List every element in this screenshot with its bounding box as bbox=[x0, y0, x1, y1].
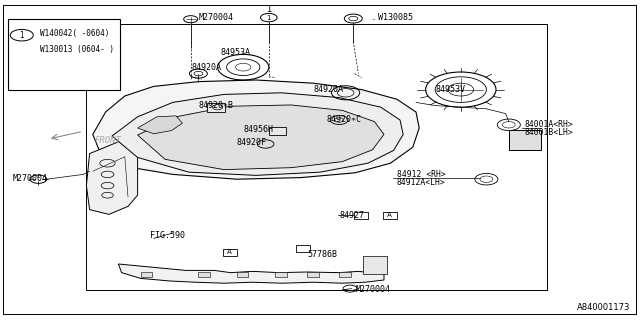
Bar bbox=[383, 212, 397, 219]
Text: A: A bbox=[227, 250, 232, 255]
Bar bbox=[307, 272, 319, 277]
Text: 84920∗C: 84920∗C bbox=[326, 115, 362, 124]
Bar bbox=[198, 272, 210, 277]
Text: 1: 1 bbox=[266, 15, 271, 20]
Polygon shape bbox=[118, 264, 384, 283]
Text: M270004: M270004 bbox=[198, 13, 234, 22]
Text: A840001173: A840001173 bbox=[577, 303, 630, 312]
Text: W140042( -0604): W140042( -0604) bbox=[40, 29, 109, 38]
Text: 84927: 84927 bbox=[339, 211, 364, 220]
Text: 84920A: 84920A bbox=[314, 85, 344, 94]
Text: 1: 1 bbox=[266, 5, 271, 14]
Text: A: A bbox=[387, 212, 392, 218]
Text: 84001A<RH>: 84001A<RH> bbox=[525, 120, 573, 129]
Bar bbox=[237, 272, 248, 277]
Bar bbox=[275, 272, 287, 277]
Bar bbox=[207, 103, 225, 112]
Text: 84001B<LH>: 84001B<LH> bbox=[525, 128, 573, 137]
Bar bbox=[86, 24, 547, 290]
Text: 1: 1 bbox=[19, 31, 24, 40]
Text: 84912 <RH>: 84912 <RH> bbox=[397, 170, 445, 179]
Text: 84912A<LH>: 84912A<LH> bbox=[397, 178, 445, 187]
Bar bbox=[296, 245, 310, 252]
Text: M270004: M270004 bbox=[13, 174, 48, 183]
Text: 84920F: 84920F bbox=[237, 138, 267, 147]
Bar bbox=[8, 19, 120, 90]
Bar bbox=[223, 249, 237, 256]
Text: W130085: W130085 bbox=[378, 13, 413, 22]
Bar bbox=[354, 212, 368, 219]
Text: 57786B: 57786B bbox=[307, 250, 337, 259]
Polygon shape bbox=[138, 116, 182, 134]
Bar bbox=[339, 272, 351, 277]
Text: M270004: M270004 bbox=[355, 285, 390, 294]
Bar bbox=[141, 272, 152, 277]
Bar bbox=[269, 127, 286, 135]
Text: FRONT: FRONT bbox=[95, 136, 122, 145]
Text: FIG.590: FIG.590 bbox=[150, 231, 186, 240]
Bar bbox=[509, 130, 541, 150]
Text: 84953A: 84953A bbox=[221, 48, 251, 57]
Text: 84956H: 84956H bbox=[243, 125, 273, 134]
Text: 84920∗B: 84920∗B bbox=[198, 101, 234, 110]
Polygon shape bbox=[112, 93, 403, 175]
Text: 84953V: 84953V bbox=[435, 85, 465, 94]
Bar bbox=[363, 256, 387, 274]
Polygon shape bbox=[86, 139, 138, 214]
Text: W130013 (0604- ): W130013 (0604- ) bbox=[40, 45, 114, 54]
Polygon shape bbox=[93, 80, 419, 179]
Text: 84920A: 84920A bbox=[192, 63, 222, 72]
Polygon shape bbox=[138, 105, 384, 170]
